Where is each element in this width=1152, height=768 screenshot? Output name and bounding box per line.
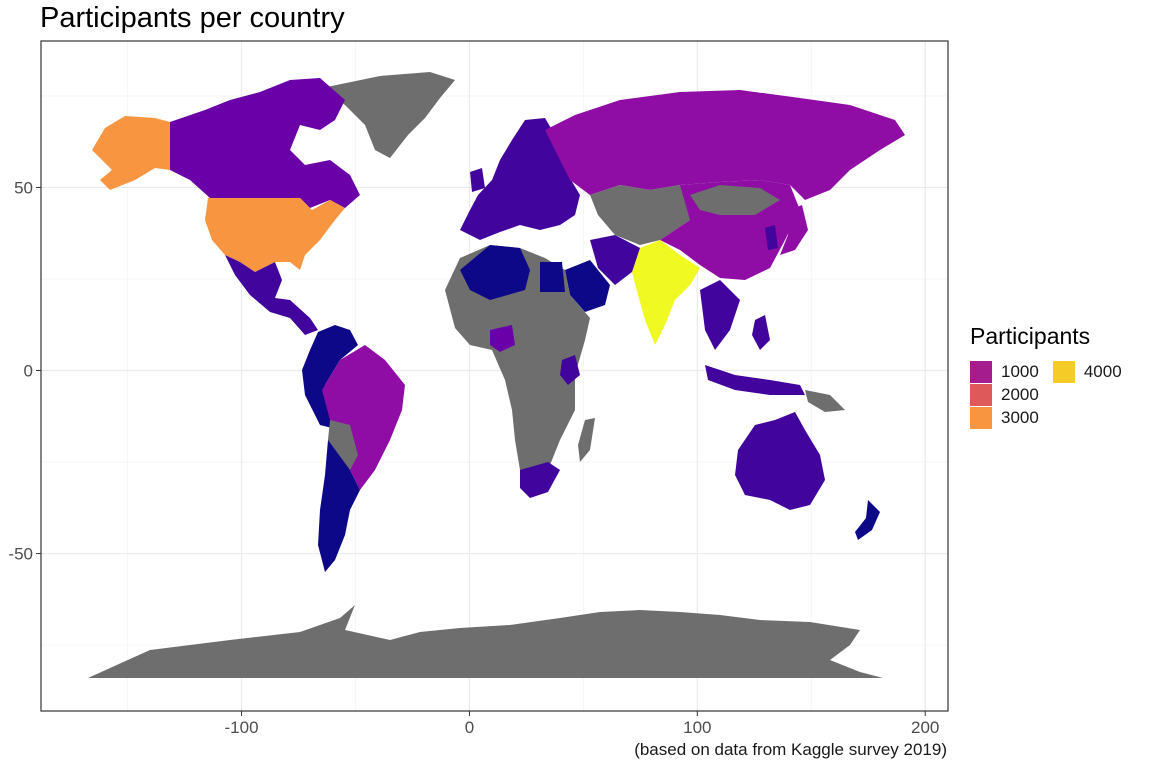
legend-item: 3000 — [970, 406, 1039, 429]
legend-swatch — [970, 383, 992, 406]
antarctica — [88, 605, 883, 678]
nigeria — [490, 325, 515, 352]
x-tick-label: 0 — [465, 718, 474, 737]
europe — [460, 118, 580, 240]
russia — [545, 90, 905, 200]
legend-swatch — [970, 360, 992, 383]
australia — [735, 412, 825, 510]
saudi-arabia — [565, 260, 610, 312]
legend-label: 4000 — [1083, 361, 1122, 381]
legend-swatch — [970, 406, 992, 429]
japan — [780, 205, 808, 255]
india — [632, 240, 700, 345]
chart-title: Participants per country — [40, 2, 345, 34]
legend-item: 2000 — [970, 383, 1039, 406]
southeast-asia — [700, 280, 740, 350]
alaska — [92, 116, 170, 190]
legend-item: 4000 — [1052, 360, 1122, 383]
canada — [170, 78, 360, 208]
legend-swatch — [1052, 360, 1075, 383]
legend-label: 1000 — [1001, 361, 1039, 381]
indonesia — [705, 365, 805, 395]
mexico-central-america — [225, 255, 318, 335]
korea — [765, 225, 778, 250]
mongolia — [690, 185, 780, 215]
uk — [470, 168, 485, 192]
philippines — [752, 315, 770, 350]
south-africa — [520, 462, 560, 498]
legend-title: Participants — [970, 323, 1091, 349]
legend-items: 1000 2000 3000 4000 — [970, 360, 1122, 429]
papua-new-guinea — [805, 390, 845, 412]
legend-label: 2000 — [1001, 384, 1039, 404]
iran-pakistan — [590, 235, 640, 285]
axes: -100 0 100 200 50 0 -50 — [8, 178, 939, 737]
x-tick-label: 200 — [911, 718, 939, 737]
madagascar — [578, 418, 595, 462]
north-africa — [460, 245, 530, 300]
kenya — [560, 355, 580, 385]
legend-item: 1000 — [970, 360, 1039, 383]
new-zealand — [855, 500, 880, 540]
central-asia — [590, 185, 700, 245]
africa — [445, 245, 590, 495]
andean-countries — [302, 325, 358, 430]
x-tick-label: -100 — [225, 718, 259, 737]
legend: Participants 1000 2000 3000 4000 — [970, 323, 1122, 429]
usa — [205, 198, 345, 272]
x-tick-label: 100 — [683, 718, 711, 737]
chart-caption: (based on data from Kaggle survey 2019) — [634, 740, 947, 759]
countries — [88, 72, 905, 678]
argentina-chile — [318, 440, 360, 572]
y-tick-label: 0 — [24, 362, 33, 381]
egypt — [540, 262, 565, 292]
panel-border — [40, 40, 949, 712]
y-tick-label: 50 — [14, 178, 33, 197]
y-tick-label: -50 — [8, 545, 33, 564]
brazil — [322, 345, 405, 490]
legend-label: 3000 — [1001, 407, 1039, 427]
greenland — [322, 72, 455, 158]
